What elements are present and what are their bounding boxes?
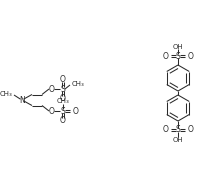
Text: O: O (60, 94, 66, 103)
Text: O: O (73, 107, 78, 116)
Text: S: S (61, 107, 65, 116)
Text: O: O (163, 51, 168, 61)
Text: CH₃: CH₃ (0, 91, 12, 97)
Text: O: O (60, 75, 66, 84)
Text: S: S (61, 85, 65, 94)
Text: S: S (176, 125, 180, 134)
Text: O: O (163, 125, 168, 134)
Text: OH: OH (173, 44, 183, 50)
Text: S: S (176, 51, 180, 61)
Text: OH: OH (173, 137, 183, 142)
Text: CH₃: CH₃ (57, 98, 69, 104)
Text: O: O (187, 125, 193, 134)
Text: CH₃: CH₃ (72, 81, 85, 87)
Text: O: O (49, 85, 55, 94)
Text: O: O (60, 116, 66, 125)
Text: O: O (49, 107, 55, 116)
Text: O: O (187, 51, 193, 61)
Text: N: N (19, 96, 25, 105)
